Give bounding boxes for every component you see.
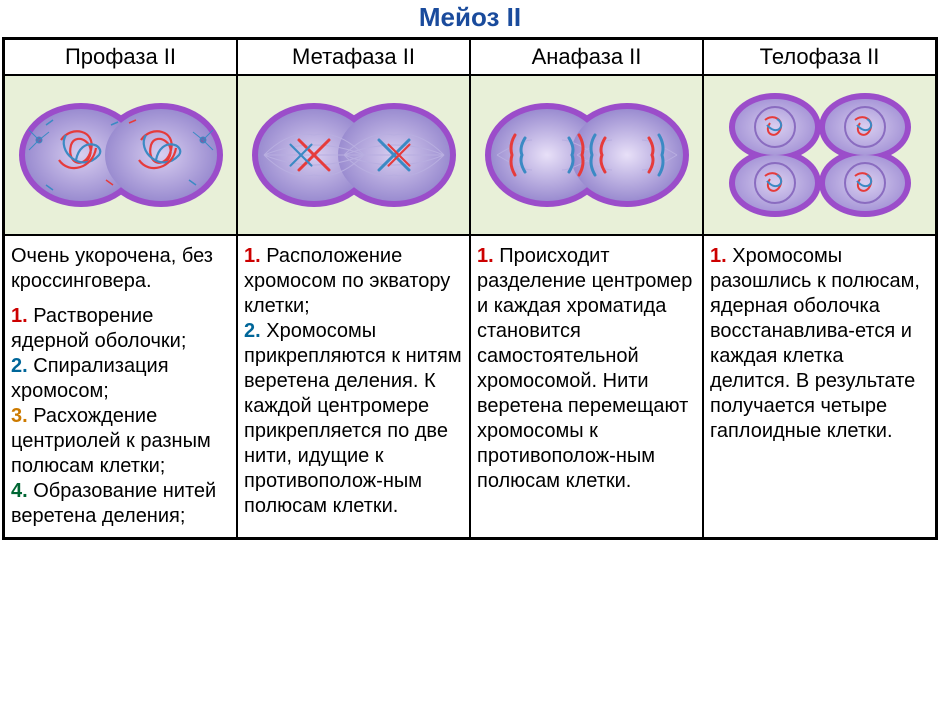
header-metaphase: Метафаза II bbox=[237, 39, 470, 75]
item-text: Растворение ядерной оболочки; bbox=[11, 305, 186, 352]
desc-item: 1. Растворение ядерной оболочки; bbox=[11, 304, 230, 354]
metaphase-svg bbox=[244, 90, 464, 220]
item-text: Расположение хромосом по экватору клетки… bbox=[244, 245, 450, 317]
desc-item: 1. Расположение хромосом по экватору кле… bbox=[244, 244, 463, 319]
diagram-metaphase bbox=[237, 75, 470, 235]
diagram-prophase bbox=[4, 75, 237, 235]
telophase-svg bbox=[715, 85, 925, 225]
item-text: Спирализация хромосом; bbox=[11, 355, 169, 402]
item-num: 1. bbox=[11, 305, 28, 327]
desc-item: 1. Происходит разделение центромер и каж… bbox=[477, 244, 696, 494]
item-text: Образование нитей веретена деления; bbox=[11, 480, 216, 527]
anaphase-svg bbox=[477, 90, 697, 220]
header-prophase: Профаза II bbox=[4, 39, 237, 75]
item-text: Происходит разделение центромер и каждая… bbox=[477, 245, 692, 492]
desc-telophase: 1. Хромосомы разошлись к полюсам, ядерна… bbox=[703, 235, 936, 538]
item-num: 3. bbox=[11, 405, 28, 427]
item-num: 2. bbox=[11, 355, 28, 377]
phases-table: Профаза II Метафаза II Анафаза II Телофа… bbox=[2, 37, 938, 540]
desc-prophase: Очень укорочена, без кроссинговера. 1. Р… bbox=[4, 235, 237, 538]
header-telophase: Телофаза II bbox=[703, 39, 936, 75]
item-text: Расхождение центриолей к разным полюсам … bbox=[11, 405, 211, 477]
intro-text: Очень укорочена, без кроссинговера. bbox=[11, 244, 230, 294]
item-text: Хромосомы разошлись к полюсам, ядерная о… bbox=[710, 245, 920, 442]
item-num: 1. bbox=[244, 245, 261, 267]
item-num: 1. bbox=[477, 245, 494, 267]
desc-item: 3. Расхождение центриолей к разным полюс… bbox=[11, 404, 230, 479]
desc-item: 1. Хромосомы разошлись к полюсам, ядерна… bbox=[710, 244, 929, 444]
desc-item: 4. Образование нитей веретена деления; bbox=[11, 479, 230, 529]
item-num: 1. bbox=[710, 245, 727, 267]
desc-item: 2. Спирализация хромосом; bbox=[11, 354, 230, 404]
desc-anaphase: 1. Происходит разделение центромер и каж… bbox=[470, 235, 703, 538]
desc-metaphase: 1. Расположение хромосом по экватору кле… bbox=[237, 235, 470, 538]
main-title: Мейоз II bbox=[0, 0, 940, 37]
item-num: 2. bbox=[244, 320, 261, 342]
header-anaphase: Анафаза II bbox=[470, 39, 703, 75]
item-text: Хромосомы прикрепляются к нитям веретена… bbox=[244, 320, 462, 517]
desc-item: 2. Хромосомы прикрепляются к нитям верет… bbox=[244, 319, 463, 519]
diagram-anaphase bbox=[470, 75, 703, 235]
item-num: 4. bbox=[11, 480, 28, 502]
prophase-svg bbox=[11, 90, 231, 220]
diagram-telophase bbox=[703, 75, 936, 235]
